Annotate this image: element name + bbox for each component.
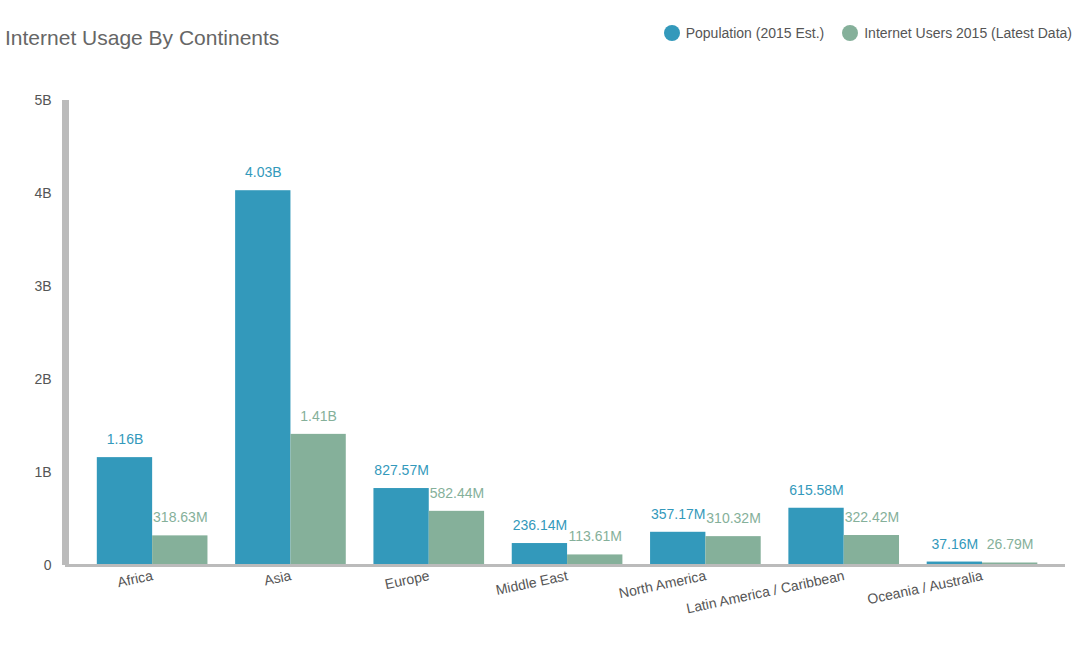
svg-text:3B: 3B xyxy=(34,278,51,294)
svg-text:236.14M: 236.14M xyxy=(513,517,567,533)
svg-text:1.16B: 1.16B xyxy=(107,431,144,447)
svg-text:North America: North America xyxy=(617,567,707,601)
svg-text:26.79M: 26.79M xyxy=(987,536,1034,552)
svg-text:0: 0 xyxy=(44,557,52,573)
svg-text:615.58M: 615.58M xyxy=(789,482,843,498)
svg-text:Latin America / Caribbean: Latin America / Caribbean xyxy=(685,567,846,616)
svg-text:113.61M: 113.61M xyxy=(569,528,622,544)
html-text:Population (2015 Est.): Population (2015 Est.) xyxy=(685,25,825,41)
svg-text:2B: 2B xyxy=(34,371,51,387)
svg-text:37.16M: 37.16M xyxy=(931,536,978,552)
svg-text:310.32M: 310.32M xyxy=(706,510,760,526)
svg-text:5B: 5B xyxy=(34,92,51,108)
svg-text:Europe: Europe xyxy=(383,567,431,592)
svg-text:Africa: Africa xyxy=(116,567,155,590)
svg-text:Asia: Asia xyxy=(263,567,293,588)
svg-text:Oceania / Australia: Oceania / Australia xyxy=(866,567,984,607)
svg-text:357.17M: 357.17M xyxy=(651,506,705,522)
svg-text:1B: 1B xyxy=(34,464,51,480)
svg-text:4.03B: 4.03B xyxy=(245,164,282,180)
html-text:Internet Usage By Continents: Internet Usage By Continents xyxy=(5,26,280,49)
svg-text:827.57M: 827.57M xyxy=(374,462,428,478)
svg-text:4B: 4B xyxy=(34,185,51,201)
html-text:Internet Users 2015 (Latest Da: Internet Users 2015 (Latest Data) xyxy=(864,25,1072,41)
svg-text:582.44M: 582.44M xyxy=(430,485,484,501)
svg-text:318.63M: 318.63M xyxy=(153,509,207,525)
svg-text:Middle East: Middle East xyxy=(494,567,569,598)
svg-text:322.42M: 322.42M xyxy=(845,509,899,525)
svg-text:1.41B: 1.41B xyxy=(300,408,337,424)
